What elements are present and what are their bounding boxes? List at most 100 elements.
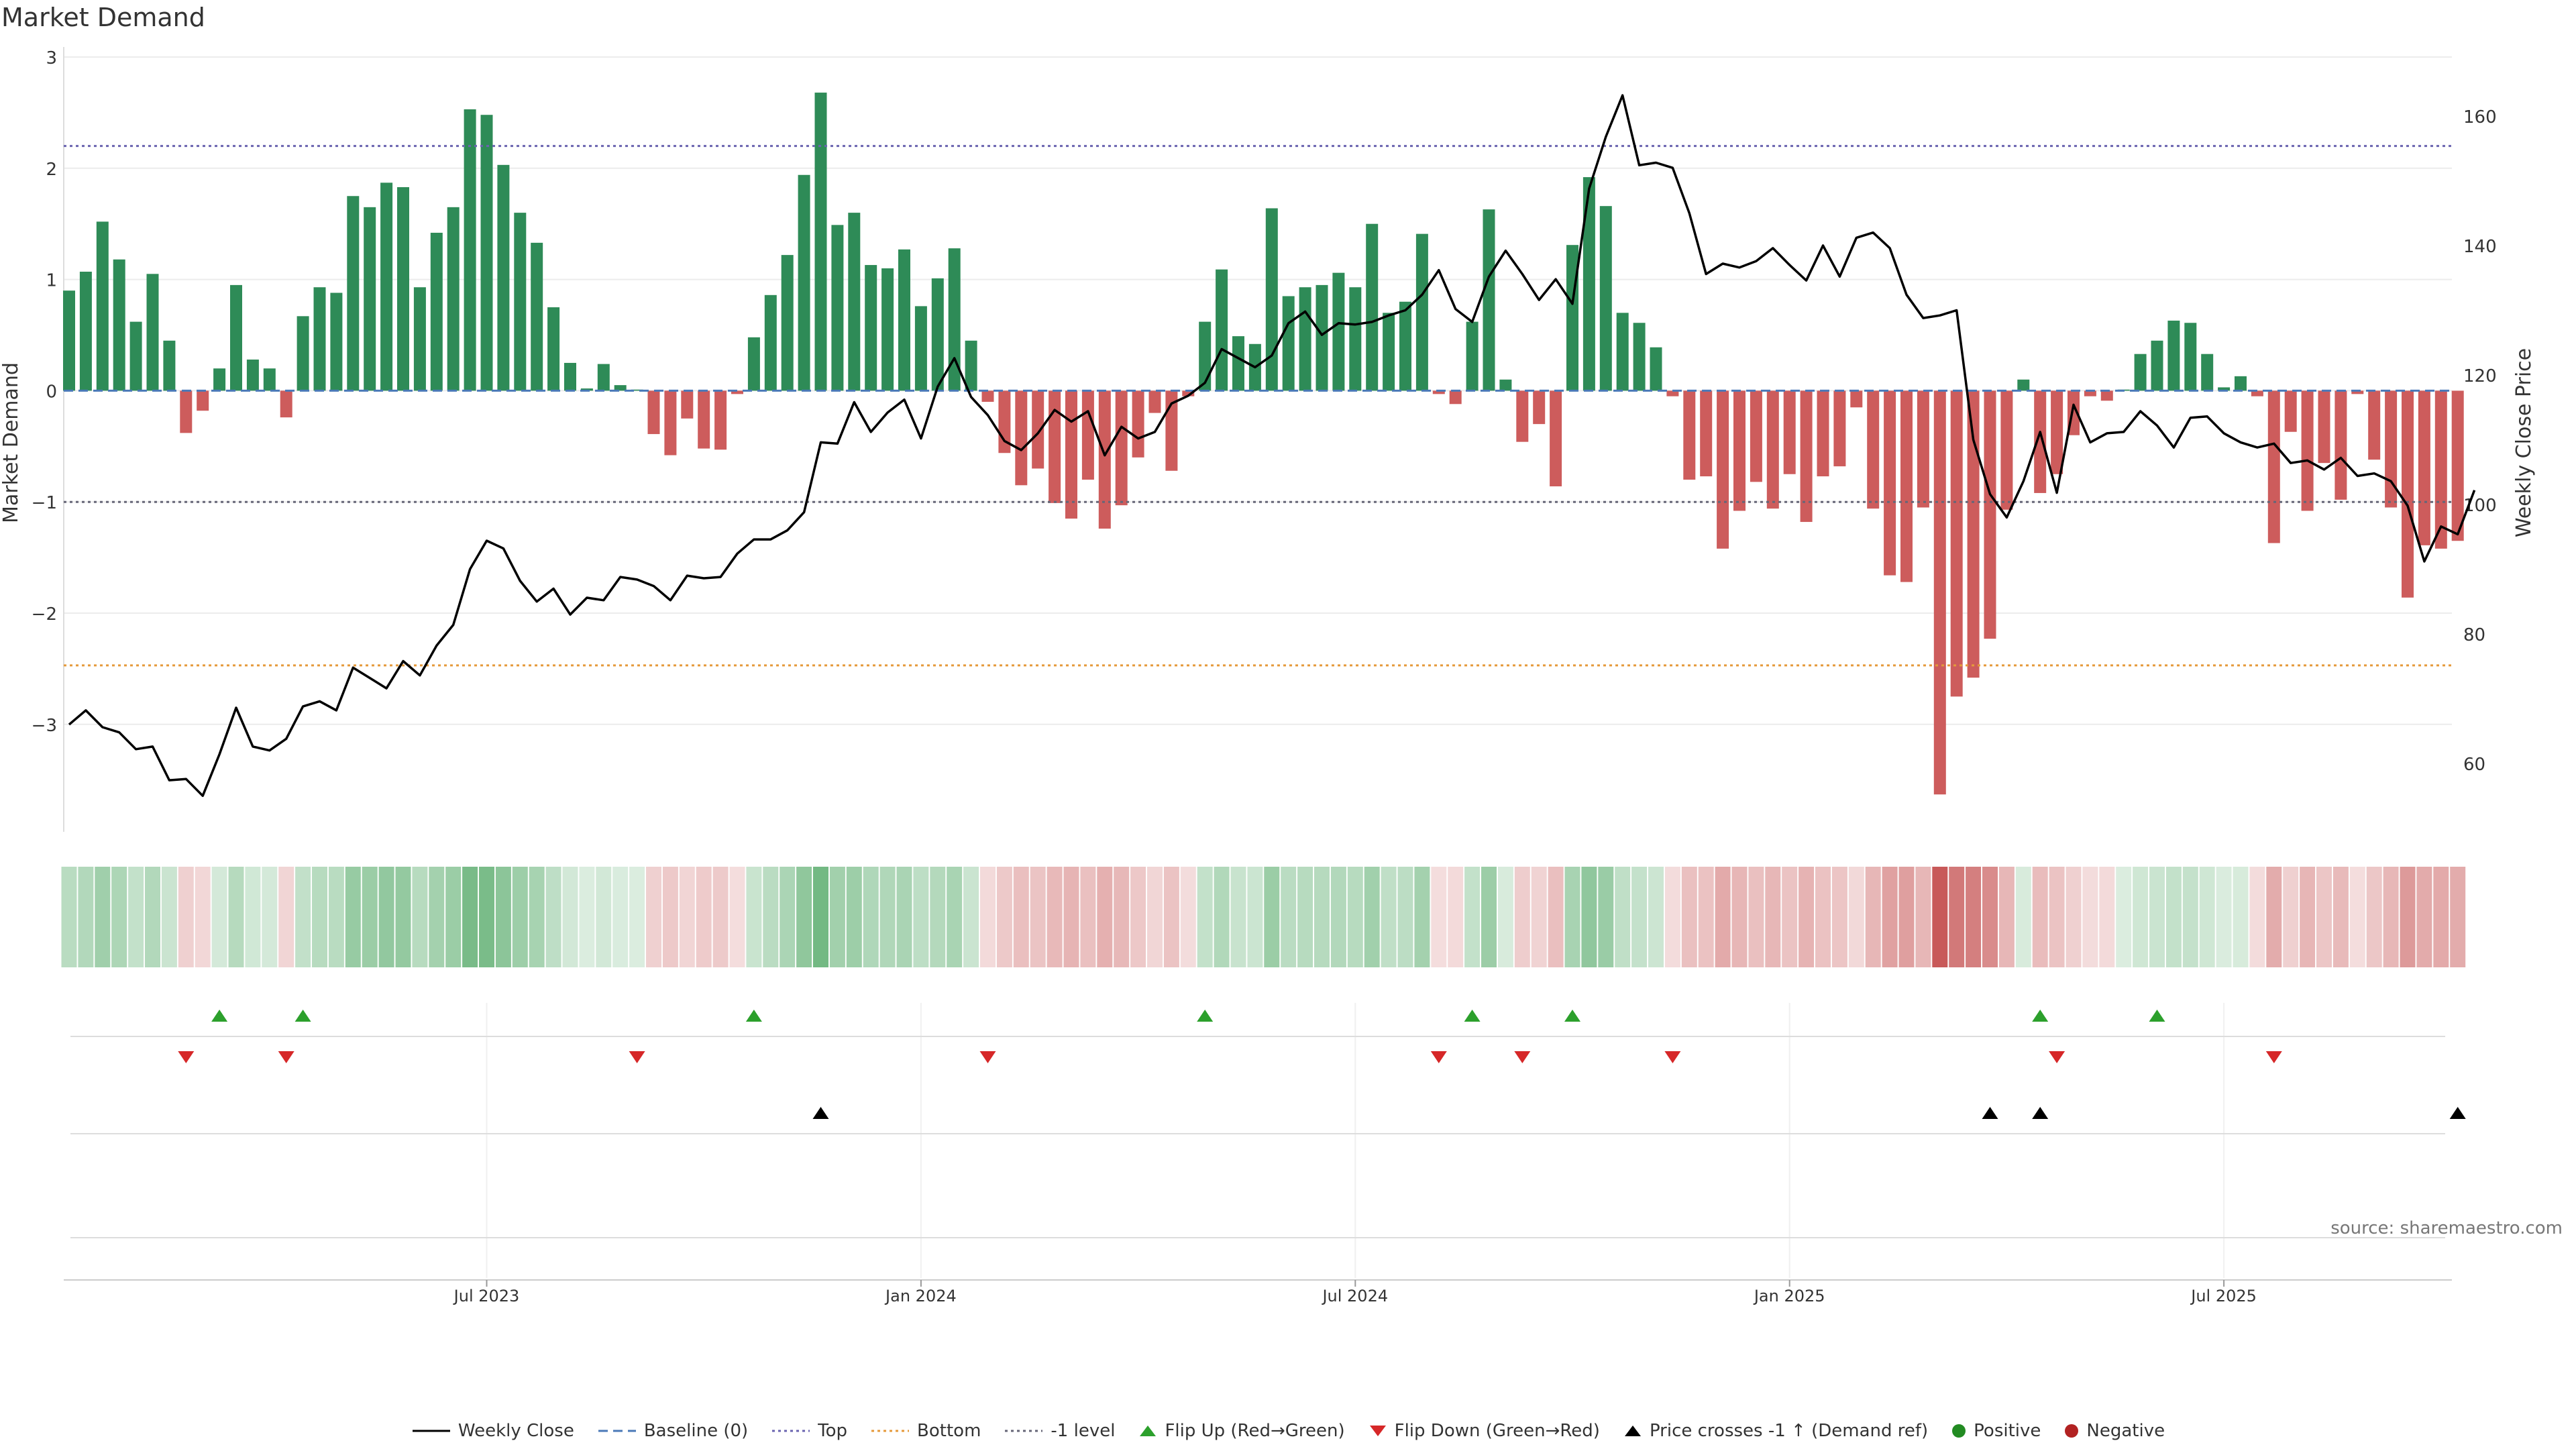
demand-bar — [931, 278, 944, 391]
heat-cell — [1782, 867, 1798, 967]
heat-cell — [2400, 867, 2416, 967]
demand-bar — [1015, 390, 1028, 486]
heat-cell — [896, 867, 912, 967]
heat-cell — [1481, 867, 1497, 967]
heat-cell — [1581, 867, 1597, 967]
heat-cell — [1314, 867, 1330, 967]
heat-cell — [262, 867, 278, 967]
demand-bar — [1432, 390, 1445, 394]
legend-positive: Positive — [1951, 1421, 2041, 1441]
demand-bar — [497, 164, 510, 391]
heat-cell — [345, 867, 361, 967]
heat-cell — [1731, 867, 1748, 967]
demand-bar — [246, 359, 259, 391]
demand-bar — [1967, 390, 1980, 678]
demand-bar — [2151, 340, 2163, 391]
heat-cell — [913, 867, 929, 967]
heat-cell — [545, 867, 561, 967]
demand-bar — [1199, 321, 1212, 391]
demand-bar — [2051, 390, 2063, 474]
heat-cell — [61, 867, 77, 967]
demand-bar — [1516, 390, 1529, 442]
demand-bar — [764, 294, 777, 391]
heat-cell — [679, 867, 695, 967]
demand-bar — [1750, 390, 1762, 482]
legend-minus1: -1 level — [1004, 1421, 1115, 1441]
heat-cell — [1865, 867, 1881, 967]
heat-cell — [2450, 867, 2466, 967]
legend-dotted-line-icon — [1005, 1430, 1043, 1432]
demand-bar — [1666, 390, 1679, 396]
legend-label: Flip Down (Green→Red) — [1394, 1421, 1600, 1441]
demand-bar — [1065, 390, 1077, 519]
heat-cell — [1765, 867, 1781, 967]
x-tick-label: Jan 2024 — [884, 1287, 957, 1305]
demand-bar — [798, 174, 810, 391]
flip-up-marker — [211, 1010, 228, 1022]
demand-bar — [2334, 390, 2347, 500]
y-tick-label-left: −2 — [32, 604, 57, 625]
demand-bar — [480, 115, 493, 391]
heat-cell — [1664, 867, 1680, 967]
y-tick-label-right: 140 — [2463, 237, 2497, 257]
heat-cell — [2082, 867, 2098, 967]
heat-cell — [495, 867, 511, 967]
demand-bar — [1148, 390, 1161, 413]
demand-bar — [2434, 390, 2447, 549]
legend-label: Positive — [1974, 1421, 2041, 1441]
demand-bar — [96, 221, 109, 391]
heat-cell — [947, 867, 963, 967]
demand-bar — [2235, 376, 2247, 391]
demand-bar — [347, 196, 360, 391]
demand-bar — [948, 248, 961, 391]
heat-cell — [1297, 867, 1313, 967]
demand-bar — [197, 390, 209, 411]
heat-cell — [245, 867, 261, 967]
heat-cell — [1448, 867, 1464, 967]
heat-cell — [2316, 867, 2332, 967]
heat-cell — [796, 867, 812, 967]
demand-bar — [1700, 390, 1713, 477]
demand-bar — [731, 390, 743, 394]
x-tick-label: Jan 2025 — [1753, 1287, 1825, 1305]
heat-cell — [161, 867, 177, 967]
heat-cell — [1130, 867, 1146, 967]
y-tick-label-left: 1 — [46, 271, 57, 291]
heat-cell — [2249, 867, 2265, 967]
demand-bar — [514, 213, 527, 391]
demand-bar — [2100, 390, 2113, 401]
heat-cell — [529, 867, 545, 967]
demand-bar — [430, 232, 443, 391]
demand-bar — [898, 249, 910, 391]
demand-bar — [1783, 390, 1796, 474]
demand-bar — [1550, 390, 1562, 486]
legend-bottom: Bottom — [870, 1421, 981, 1441]
demand-bar — [2134, 354, 2147, 391]
flip-down-marker — [1514, 1051, 1531, 1063]
y-tick-label-right: 60 — [2463, 755, 2485, 775]
heat-cell — [980, 867, 996, 967]
heat-cell — [228, 867, 244, 967]
heat-cell — [1715, 867, 1731, 967]
x-tick-label: Jul 2025 — [2190, 1287, 2257, 1305]
heat-cell — [178, 867, 194, 967]
demand-bar — [1316, 284, 1328, 391]
heat-cell — [2266, 867, 2282, 967]
demand-bar — [129, 321, 142, 391]
flip-down-marker — [629, 1051, 645, 1063]
legend-flip-up: Flip Up (Red→Green) — [1138, 1421, 1345, 1441]
demand-bar — [2318, 390, 2330, 464]
heat-cell — [1681, 867, 1697, 967]
legend-top: Top — [771, 1421, 847, 1441]
demand-bar — [564, 362, 576, 391]
heat-cell — [2433, 867, 2449, 967]
heat-cell — [278, 867, 294, 967]
heat-cell — [2182, 867, 2198, 967]
price-cross-marker — [1982, 1107, 1998, 1119]
heat-cell — [479, 867, 494, 967]
price-cross-marker — [2032, 1107, 2049, 1119]
y-tick-label-left: −1 — [32, 493, 57, 513]
heat-cell — [1114, 867, 1130, 967]
demand-bar — [1032, 390, 1044, 469]
heat-cell — [1097, 867, 1113, 967]
